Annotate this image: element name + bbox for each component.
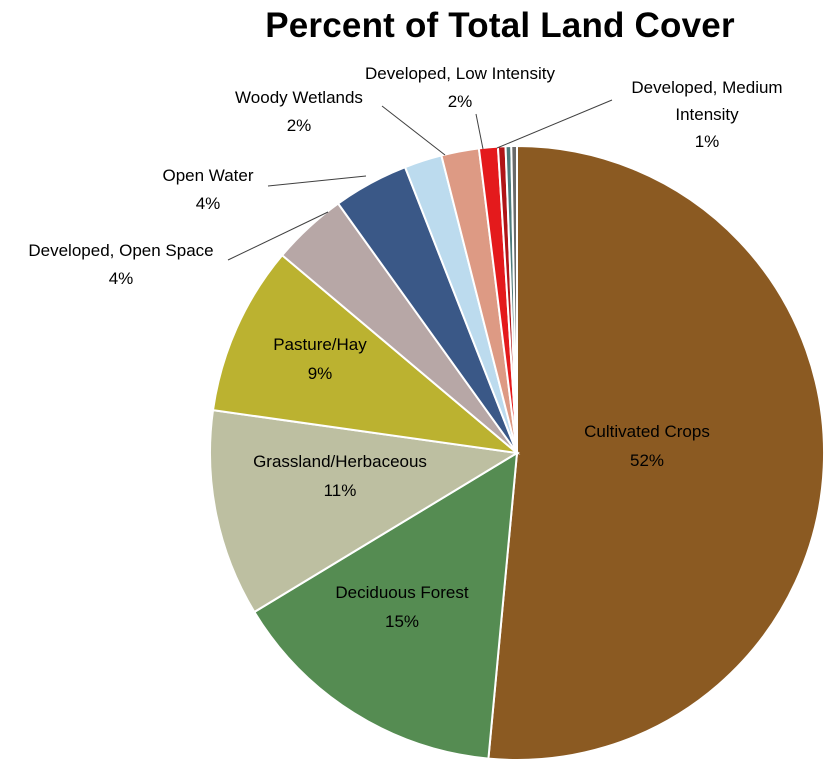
pie-slice-cultivated-crops [487, 144, 825, 760]
slice-label-name: Cultivated Crops [584, 422, 710, 441]
slice-label-name: Deciduous Forest [335, 583, 469, 602]
slice-label-value: 1% [695, 132, 720, 151]
slice-label-value: 2% [287, 116, 312, 135]
leader-line [496, 99, 613, 149]
slice-label-name: Developed, Open Space [28, 241, 213, 260]
pie-slices [208, 144, 825, 760]
pie-slice-grassland-herbaceous [208, 409, 520, 614]
leader-line [267, 175, 367, 187]
leader-lines [227, 99, 613, 261]
slice-label-value: 2% [448, 92, 473, 111]
slice-labels: Cultivated Crops 52% Deciduous Forest 15% Gr… [28, 64, 782, 631]
slice-label-value: 11% [324, 481, 357, 500]
slice-label-name: Developed, Low Intensity [365, 64, 555, 83]
slice-label-name: Developed, Medium [631, 78, 782, 97]
slice-label-name: Open Water [162, 166, 253, 185]
slice-label-value: 15% [385, 612, 419, 631]
slice-label-name: Woody Wetlands [235, 88, 363, 107]
slice-label-value: 52% [630, 451, 664, 470]
pie-slice-11 [510, 144, 518, 454]
leader-line [227, 211, 329, 261]
leader-line [381, 105, 446, 156]
slice-label-name: Intensity [675, 105, 739, 124]
slice-label-name: Pasture/Hay [273, 335, 367, 354]
slice-label-value: 9% [308, 364, 333, 383]
leader-line [475, 113, 484, 150]
chart-title: Percent of Total Land Cover [265, 6, 735, 45]
slice-label-value: 4% [196, 194, 221, 213]
slice-label-name: Grassland/Herbaceous [253, 452, 427, 471]
slice-label-value: 4% [109, 269, 134, 288]
pie-slice-pasture-hay [211, 253, 521, 455]
pie-slice-deciduous-forest [252, 451, 519, 760]
